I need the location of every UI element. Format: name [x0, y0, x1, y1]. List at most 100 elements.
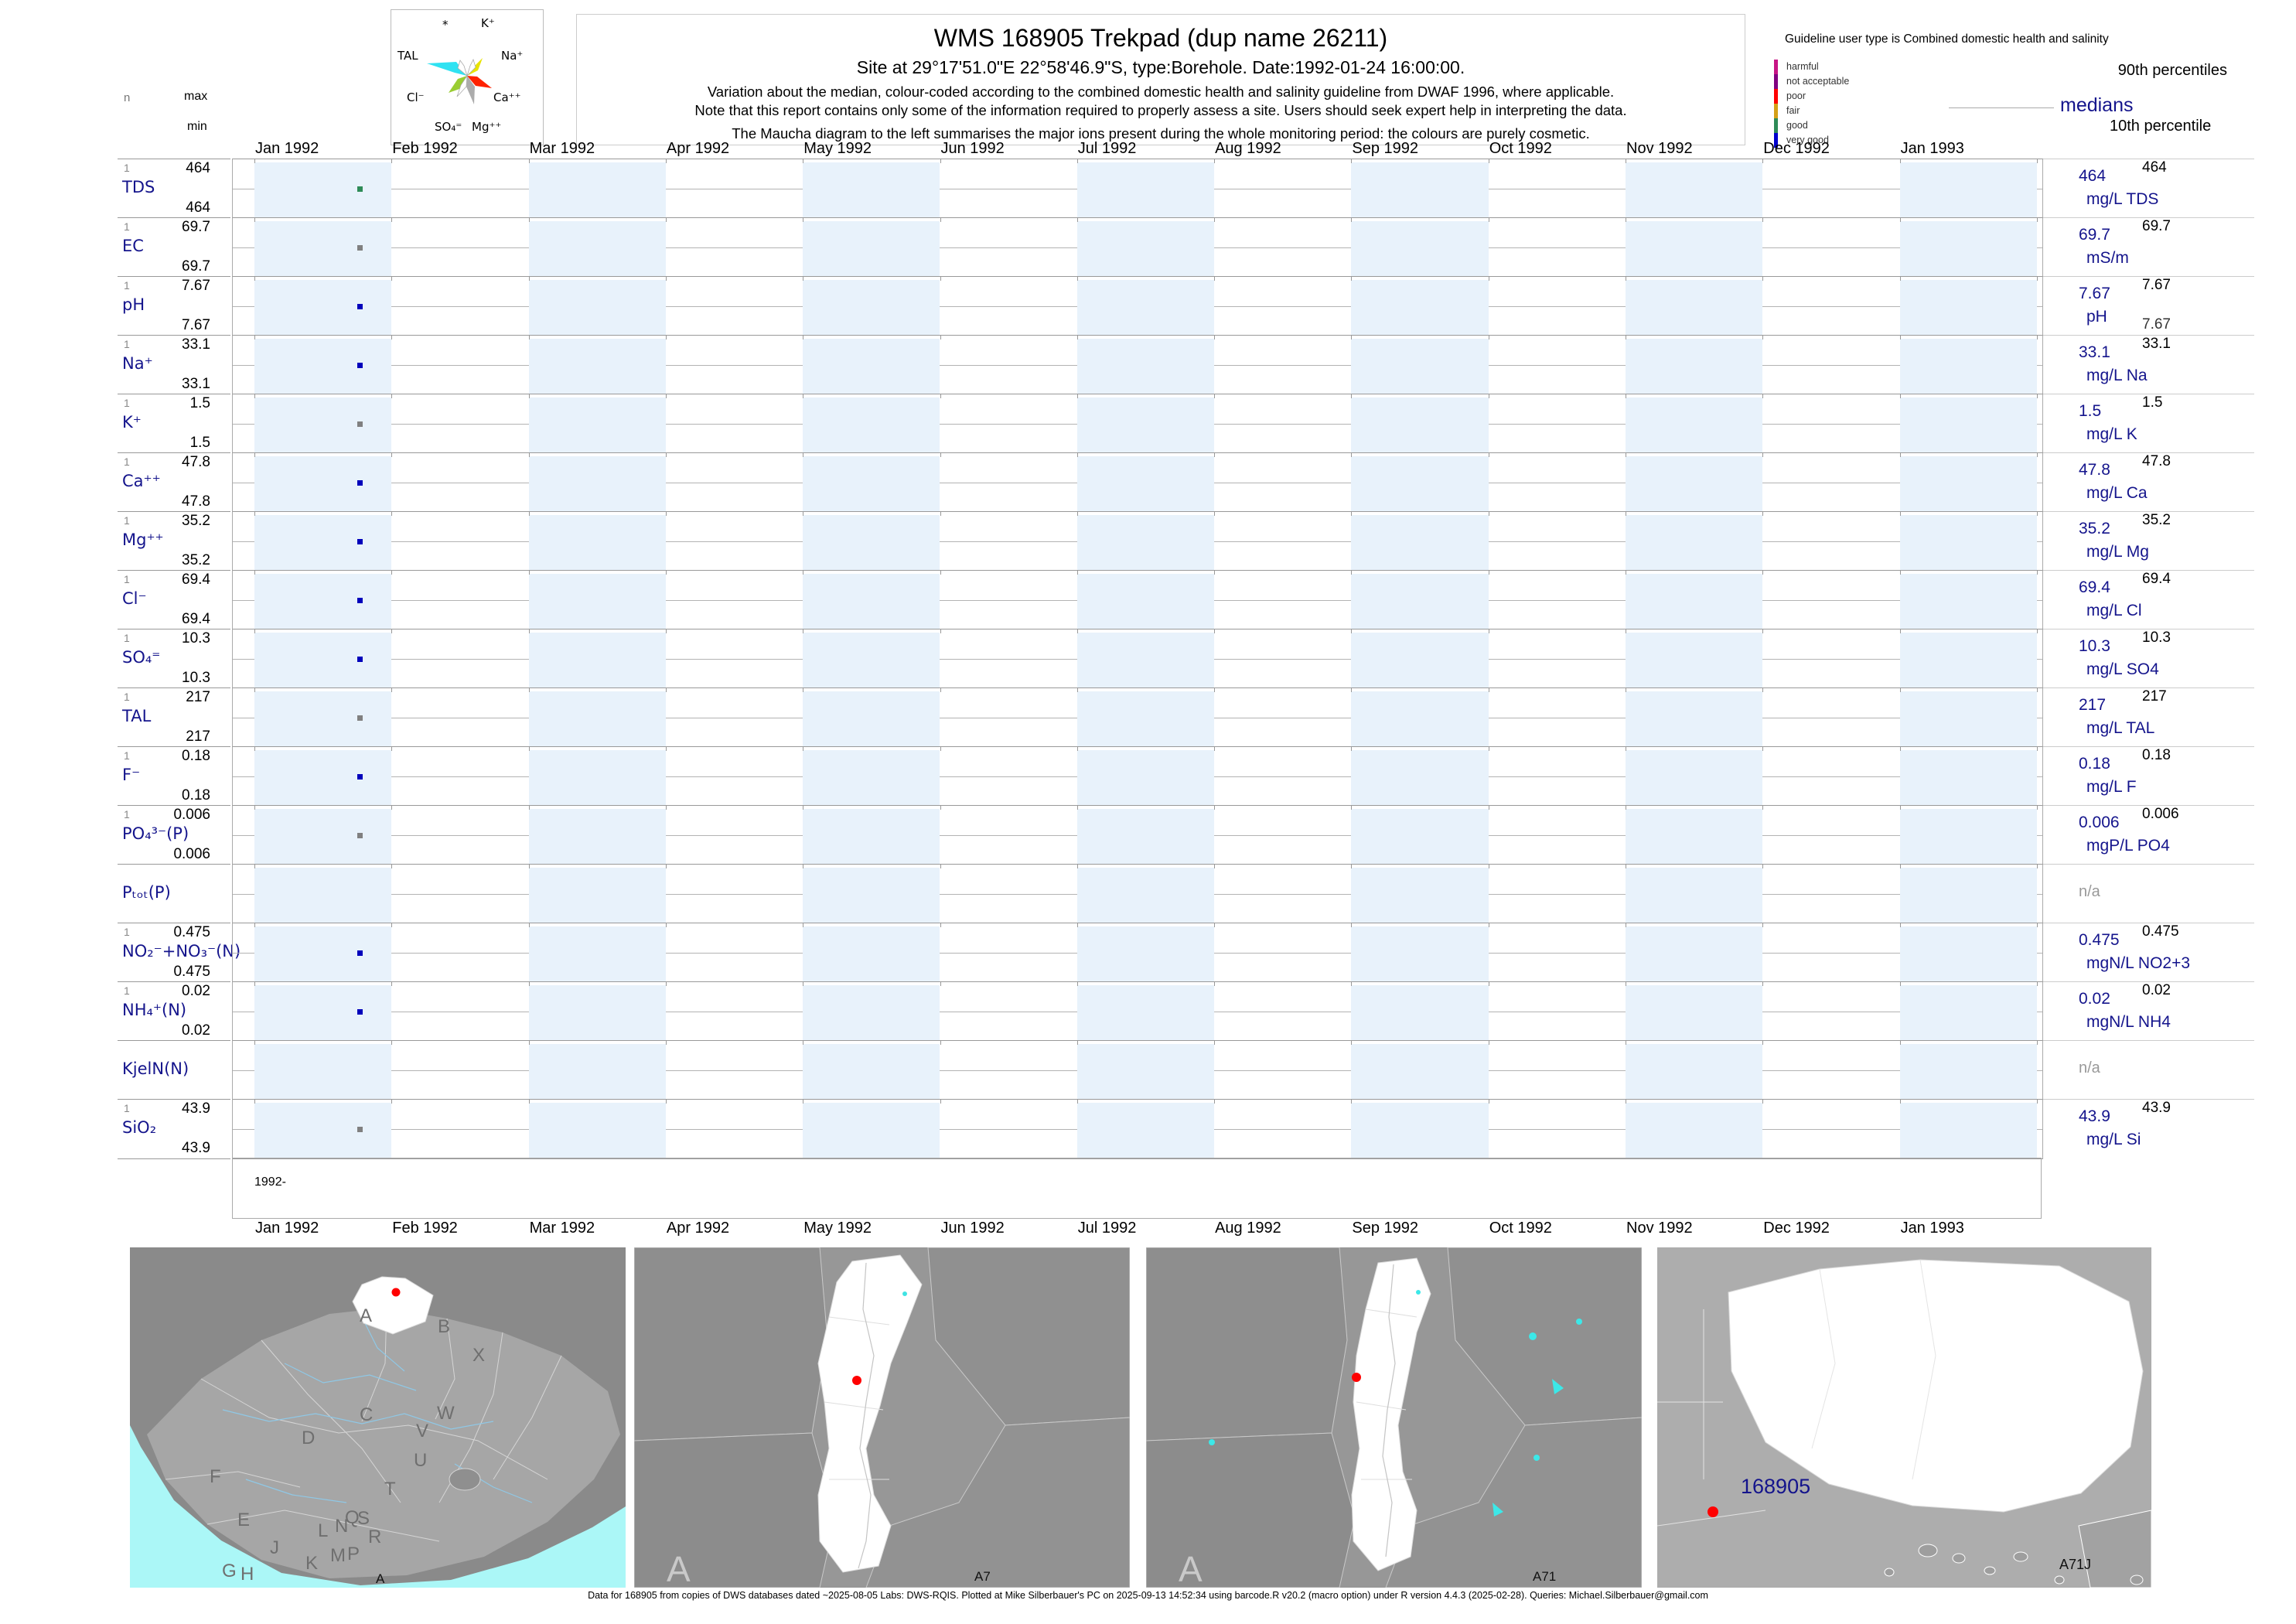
parameter-summary-cell: n/a — [2043, 864, 2254, 923]
month-band — [1899, 809, 2037, 865]
month-tick — [2036, 394, 2038, 398]
month-tick — [940, 336, 941, 339]
month-tick — [1762, 1100, 1764, 1104]
month-band — [803, 985, 940, 1041]
month-tick — [2036, 571, 2038, 575]
median-value: 464 — [2079, 167, 2107, 185]
month-band — [1626, 633, 1763, 688]
month-band — [1351, 750, 1489, 806]
max-value: 47.8 — [182, 454, 210, 470]
timeline-plot — [232, 981, 2043, 1041]
month-band — [1489, 985, 1626, 1041]
month-band — [1762, 456, 1899, 512]
month-band — [803, 1103, 940, 1158]
sample-count: 1 — [124, 455, 130, 468]
site-subtitle: Site at 29°17'51.0"E 22°58'46.9"S, type:… — [856, 57, 1465, 77]
na-label: n/a — [2079, 1059, 2100, 1076]
month-band — [254, 456, 392, 512]
month-tick — [2036, 747, 2038, 751]
month-tick — [528, 218, 530, 222]
month-tick — [1351, 1041, 1353, 1045]
min-value: 10.3 — [182, 670, 210, 686]
month-tick — [2036, 865, 2038, 868]
month-band — [1899, 633, 2037, 688]
month-band — [528, 574, 666, 629]
month-band — [254, 633, 392, 688]
month-band — [1626, 162, 1763, 218]
month-label: Aug 1992 — [1215, 140, 1281, 157]
min-value: 0.475 — [173, 964, 210, 980]
class-color-0 — [1774, 60, 1778, 74]
parameter-stats-cell: 1 1.5 K⁺ 1.5 — [118, 394, 230, 453]
month-tick — [940, 1041, 941, 1045]
month-tick — [1351, 806, 1353, 810]
parameter-stats-cell: 1 0.18 F⁻ 0.18 — [118, 746, 230, 806]
parameter-stats-cell: 1 69.4 Cl⁻ 69.4 — [118, 570, 230, 629]
parameter-label: KjelN(N) — [122, 1059, 189, 1078]
month-band — [1076, 339, 1215, 394]
month-tick — [1762, 923, 1764, 927]
month-tick — [1762, 629, 1764, 633]
month-tick — [1214, 982, 1216, 986]
month-band — [803, 691, 940, 747]
month-label: Aug 1992 — [1215, 1220, 1281, 1237]
month-tick — [1351, 865, 1353, 868]
month-band — [666, 868, 803, 923]
month-band — [1626, 1103, 1763, 1158]
month-tick — [254, 806, 255, 810]
month-tick — [665, 1041, 667, 1045]
median-value: 7.67 — [2079, 285, 2110, 302]
month-band — [940, 750, 1077, 806]
parameter-label: pH — [122, 295, 145, 314]
month-band — [940, 809, 1077, 865]
map-catchment-code: A71J — [2059, 1557, 2091, 1572]
month-tick — [528, 394, 530, 398]
parameter-stats-cell: 1 0.006 PO₄³⁻(P) 0.006 — [118, 805, 230, 865]
parameter-label: Cl⁻ — [122, 589, 147, 608]
parameter-summary-cell: 10.3 10.3 mg/L SO4 — [2043, 629, 2254, 688]
month-label: Dec 1992 — [1763, 1220, 1830, 1237]
timeline-plot — [232, 335, 2043, 394]
month-band — [1076, 1044, 1215, 1100]
sample-count: 1 — [124, 808, 130, 821]
site-marker — [852, 1376, 861, 1385]
month-tick — [1076, 982, 1078, 986]
month-label: May 1992 — [803, 140, 872, 157]
month-tick — [391, 218, 393, 222]
month-band — [528, 1103, 666, 1158]
parameter-label: NO₂⁻+NO₃⁻(N) — [122, 942, 241, 960]
month-tick — [1076, 1041, 1078, 1045]
max-value: 0.02 — [182, 983, 210, 999]
median-value: 0.18 — [2079, 755, 2110, 773]
month-band — [1351, 456, 1489, 512]
parameter-row: 1 69.4 Cl⁻ 69.4 69.4 69.4 mg/L Cl — [0, 570, 2296, 629]
min-value: 47.8 — [182, 493, 210, 510]
report-title-box: WMS 168905 Trekpad (dup name 26211) Site… — [576, 14, 1745, 145]
parameter-row: 1 69.7 EC 69.7 69.7 69.7 mS/m — [0, 217, 2296, 277]
month-band — [254, 280, 392, 336]
sample-dot — [357, 421, 363, 427]
month-band — [1899, 868, 2037, 923]
month-label: Dec 1992 — [1763, 140, 1830, 157]
month-band — [1214, 868, 1351, 923]
month-tick — [2036, 453, 2038, 457]
parameter-summary-cell: 43.9 43.9 mg/L Si — [2043, 1099, 2254, 1158]
timeline-plot — [232, 687, 2043, 747]
month-band — [1214, 1103, 1351, 1158]
month-band — [1762, 868, 1899, 923]
month-tick — [1214, 218, 1216, 222]
month-band — [1626, 985, 1763, 1041]
month-tick — [665, 629, 667, 633]
month-band — [666, 162, 803, 218]
parameter-row: 1 10.3 SO₄⁼ 10.3 10.3 10.3 mg/L SO4 — [0, 629, 2296, 688]
month-tick — [1214, 512, 1216, 516]
median-leader-line — [1949, 107, 2054, 108]
parameter-label: EC — [122, 237, 144, 255]
month-band — [1899, 691, 2037, 747]
maucha-label-ca: Ca⁺⁺ — [493, 90, 521, 104]
parameter-summary-cell: 0.006 0.006 mgP/L PO4 — [2043, 805, 2254, 865]
month-tick — [1351, 923, 1353, 927]
month-band — [1489, 162, 1626, 218]
